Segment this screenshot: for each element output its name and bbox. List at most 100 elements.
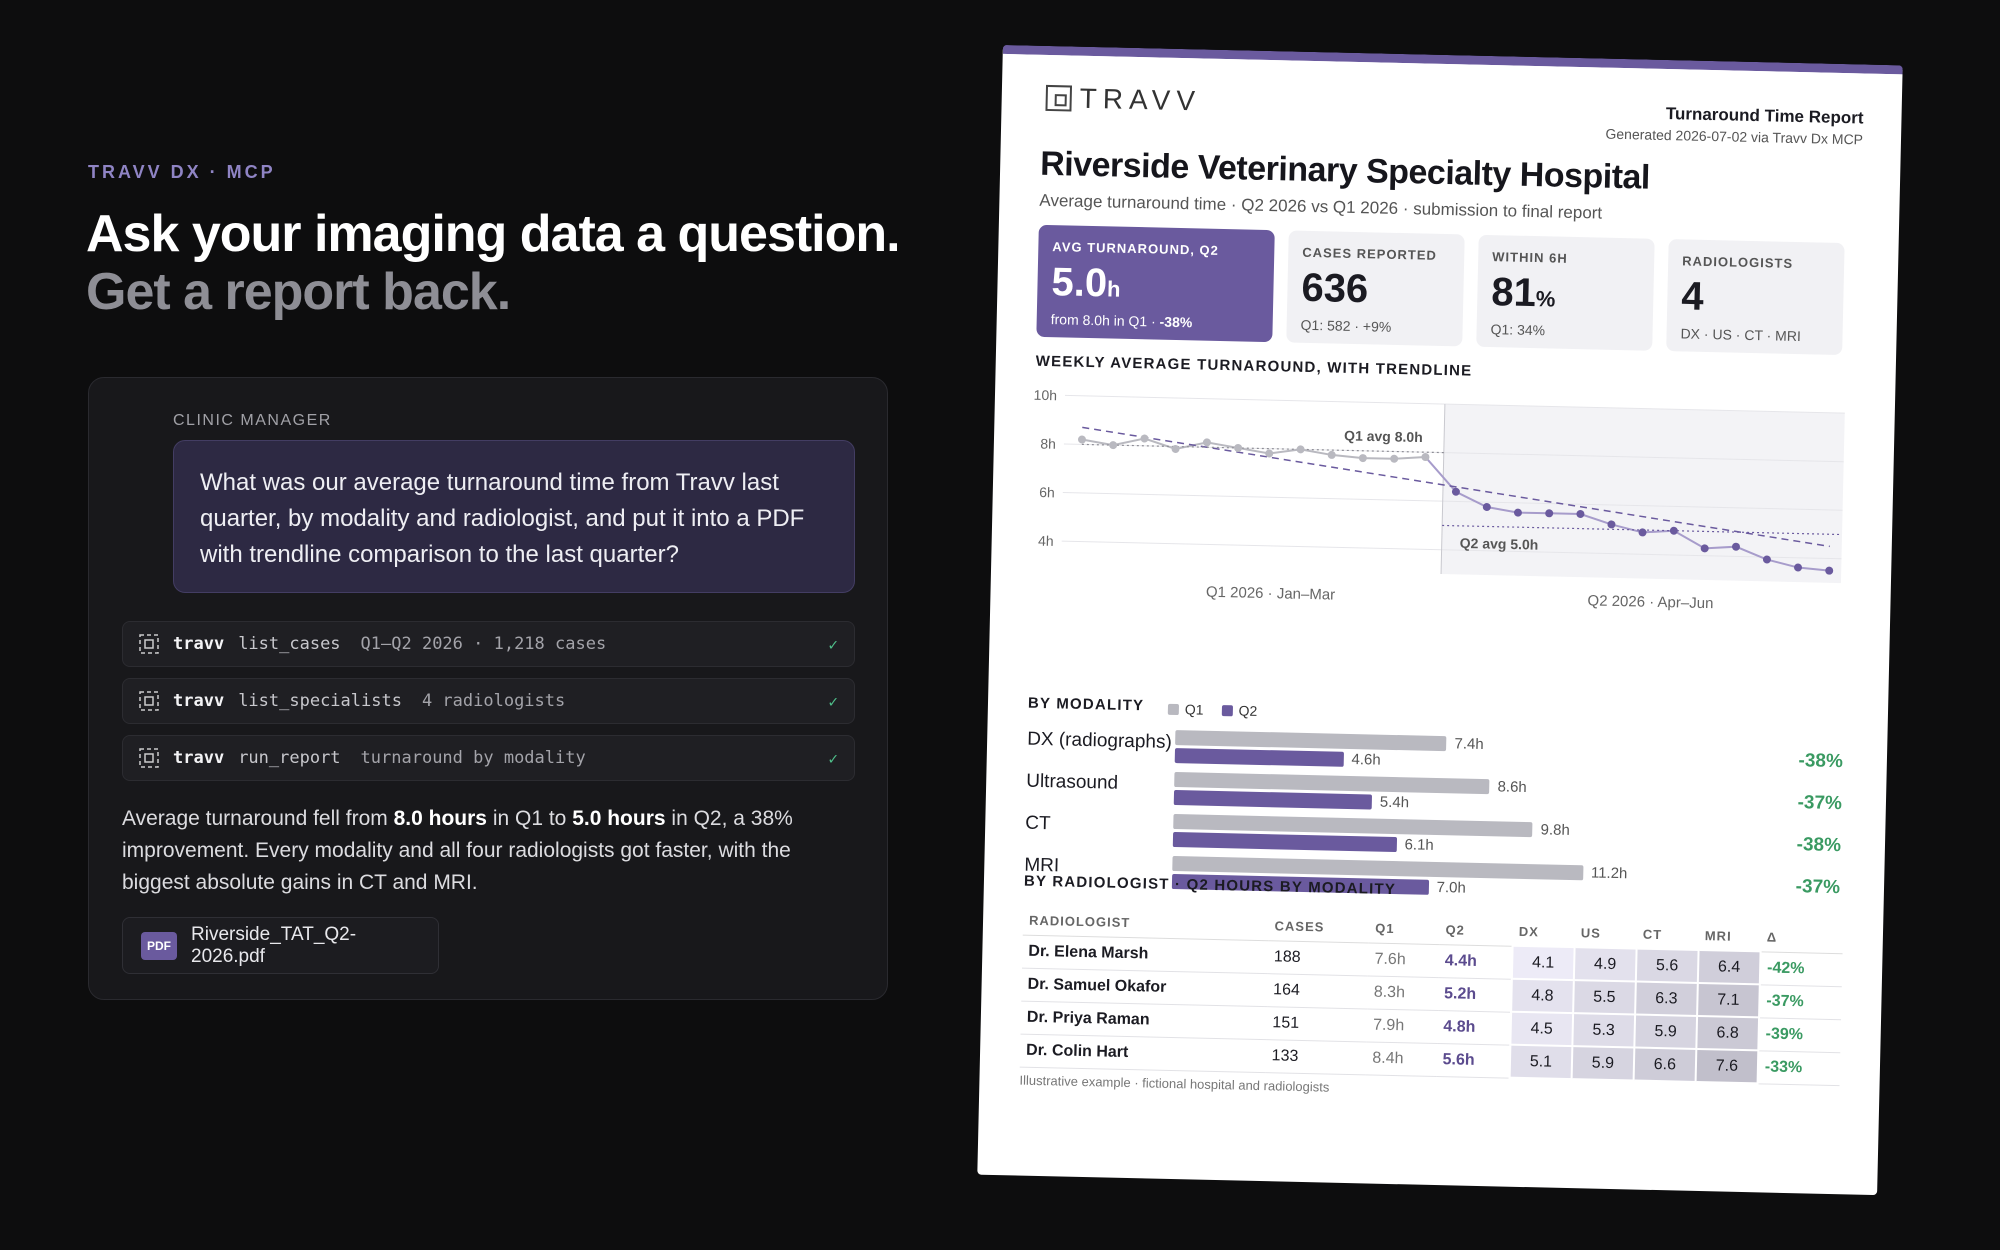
table-cell: 6.4 (1697, 949, 1761, 985)
table-cell: 4.1 (1511, 945, 1575, 981)
pdf-report-preview: TRAVV Turnaround Time Report Generated 2… (977, 44, 1903, 1196)
table-cell: Dr. Samuel Okafor (1021, 967, 1268, 1007)
tool-name: travv (173, 691, 225, 711)
attachment-filename: Riverside_TAT_Q2-2026.pdf (191, 923, 357, 967)
table-cell: 7.6h (1368, 942, 1440, 978)
tool-call-list-specialists[interactable]: travv list_specialists 4 radiologists ✓ (122, 678, 855, 724)
table-cell: Dr. Colin Hart (1019, 1033, 1267, 1073)
table-cell: 5.1 (1509, 1044, 1573, 1080)
gridline (1063, 443, 1844, 463)
table-header: CASES (1268, 912, 1370, 943)
tool-call-list-cases[interactable]: travv list_cases Q1–Q2 2026 · 1,218 case… (122, 621, 855, 667)
kpi-avg-turnaround: AVG TURNAROUND, Q2 5.0h from 8.0h in Q1 … (1036, 224, 1275, 343)
tool-name: travv (173, 634, 225, 654)
legend-label-q2: Q2 (1238, 702, 1258, 719)
assistant-answer: Average turnaround fell from 8.0 hours i… (122, 807, 793, 894)
tool-args: Q1–Q2 2026 · 1,218 cases (360, 634, 607, 654)
table-cell: 188 (1267, 940, 1369, 976)
table-header: US (1574, 919, 1638, 949)
table-header: DX (1512, 917, 1576, 948)
table-header: Δ (1760, 923, 1844, 954)
gridline (1062, 492, 1843, 511)
table-header: CT (1636, 920, 1700, 950)
tool-call-run-report[interactable]: travv run_report turnaround by modality … (122, 735, 855, 781)
bar-q2 (1173, 790, 1373, 810)
legend-swatch-q1 (1167, 703, 1180, 715)
check-icon: ✓ (828, 748, 838, 768)
table-cell: Dr. Priya Raman (1020, 1000, 1267, 1040)
table-cell: -42% (1759, 951, 1843, 987)
tool-name: travv (173, 748, 225, 768)
table-cell: -37% (1758, 984, 1842, 1020)
data-point-q2 (1762, 555, 1771, 564)
data-point-q2 (1794, 563, 1803, 572)
table-cell: 5.9 (1634, 1014, 1698, 1049)
tool-command: list_cases (238, 634, 341, 654)
travv-logo: TRAVV (1045, 82, 1201, 118)
data-point-q1 (1296, 445, 1305, 454)
tool-args: 4 radiologists (421, 691, 566, 711)
table-cell: 4.8h (1436, 1010, 1512, 1045)
report-subtitle: Average turnaround time · Q2 2026 vs Q1 … (1039, 190, 1603, 223)
tool-command: list_specialists (238, 691, 402, 711)
data-point-q1 (1265, 449, 1274, 458)
data-point-q1 (1390, 454, 1399, 463)
data-point-q2 (1576, 510, 1585, 519)
y-tick-label: 6h (1039, 484, 1055, 500)
radiologist-table: RADIOLOGIST CASES Q1 Q2 DX US CT MRI Δ Dr. Elena… (1019, 906, 1844, 1087)
series-line-q1 (1081, 437, 1426, 460)
table-cell: 6.6 (1633, 1047, 1697, 1082)
report-generated: Generated 2026-07-02 via Travv Dx MCP (1605, 125, 1864, 148)
legend-label-q1: Q1 (1184, 701, 1204, 718)
y-tick-label: 10h (1033, 387, 1057, 404)
table-cell: 5.3 (1572, 1013, 1636, 1048)
modality-delta: -37% (1797, 792, 1843, 815)
modality-delta: -37% (1795, 876, 1841, 899)
report-title: Turnaround Time Report (1665, 103, 1864, 128)
table-cell: 7.6 (1695, 1048, 1759, 1084)
logo-mark-icon (1045, 84, 1073, 112)
footnote: Illustrative example · fictional hospita… (1019, 1072, 1330, 1095)
user-question-bubble: What was our average turnaround time fro… (173, 440, 855, 593)
table-cell: 6.8 (1696, 1015, 1759, 1051)
table-cell: 5.6h (1436, 1043, 1511, 1078)
data-point-q1 (1202, 438, 1211, 447)
bar-value-q2: 4.6h (1351, 751, 1381, 769)
data-point-q1 (1358, 454, 1367, 463)
data-point-q1 (1327, 450, 1336, 459)
bar-q2 (1174, 748, 1344, 767)
legend-swatch-q2 (1221, 704, 1233, 716)
modality-legend: Q1 Q2 (1167, 701, 1258, 719)
gridline (1064, 394, 1845, 414)
table-header: Q1 (1368, 914, 1440, 945)
table-cell: -39% (1758, 1017, 1842, 1053)
pdf-attachment[interactable]: PDF Riverside_TAT_Q2-2026.pdf (122, 917, 439, 974)
travv-tool-icon (139, 634, 159, 654)
bar-q2 (1172, 831, 1397, 853)
table-cell: 133 (1265, 1039, 1367, 1075)
chat-panel: CLINIC MANAGER What was our average turn… (88, 377, 888, 1000)
modality-label: CT (1025, 812, 1051, 835)
data-point-q1 (1234, 443, 1243, 452)
data-point-q2 (1825, 566, 1834, 575)
table-cell: 8.3h (1367, 975, 1439, 1011)
headline-primary: Ask your imaging data a question. (86, 205, 901, 263)
bar-value-q1: 11.2h (1590, 864, 1628, 883)
data-point-q2 (1482, 503, 1491, 512)
table-cell: 6.3 (1635, 981, 1698, 1016)
bar-value-q2: 6.1h (1404, 836, 1434, 854)
y-tick-label: 4h (1038, 533, 1054, 549)
table-cell: 7.1 (1697, 982, 1760, 1018)
x-axis-label-q1: Q1 2026 · Jan–Mar (1206, 584, 1336, 604)
table-cell: 4.5 (1510, 1011, 1574, 1047)
table-cell: 164 (1266, 973, 1369, 1009)
tool-command: run_report (238, 748, 341, 768)
table-cell: 4.4h (1438, 944, 1513, 979)
table-header: MRI (1698, 921, 1762, 952)
radiologist-section-title: BY RADIOLOGIST · Q2 HOURS BY MODALITY (1023, 872, 1397, 899)
data-point-q2 (1700, 544, 1709, 553)
tool-args: turnaround by modality (360, 748, 586, 768)
modality-label: Ultrasound (1025, 770, 1119, 794)
check-icon: ✓ (828, 634, 838, 654)
travv-tool-icon (139, 691, 159, 711)
